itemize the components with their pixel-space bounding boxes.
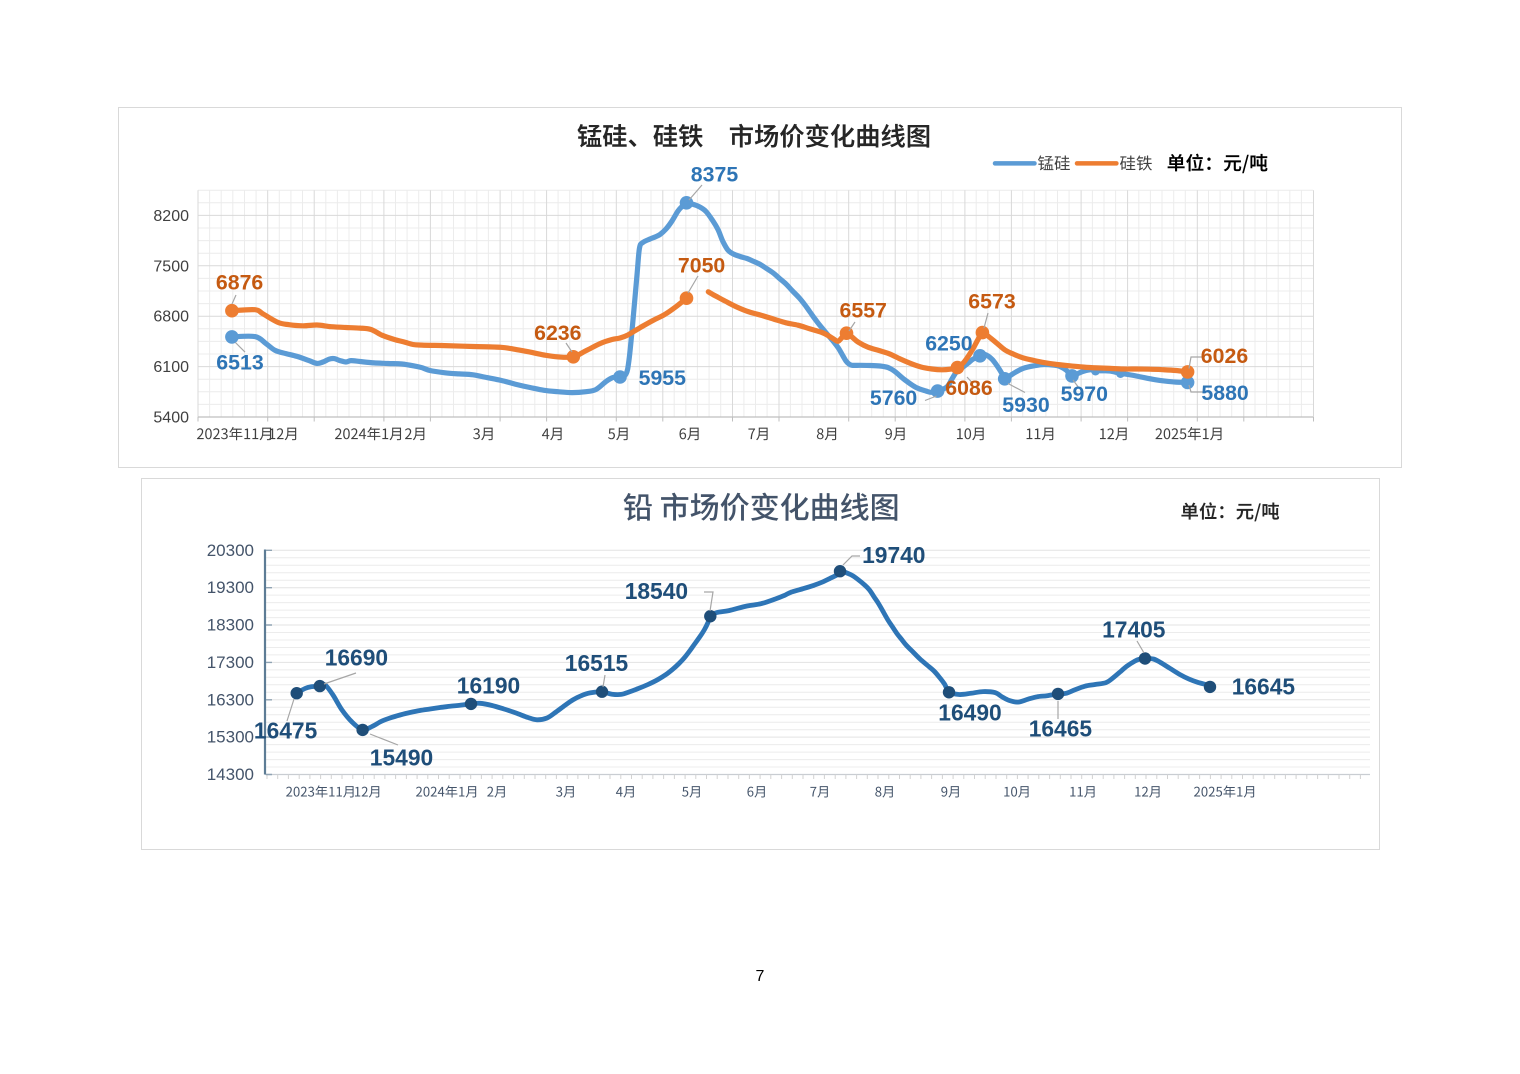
svg-text:16515: 16515 — [565, 650, 629, 676]
svg-text:19740: 19740 — [862, 542, 925, 568]
svg-text:8375: 8375 — [691, 163, 739, 187]
svg-text:6250: 6250 — [925, 332, 972, 356]
svg-text:15300: 15300 — [207, 728, 254, 747]
svg-text:14300: 14300 — [207, 765, 254, 784]
svg-text:6800: 6800 — [153, 309, 189, 326]
svg-text:8200: 8200 — [153, 208, 189, 225]
svg-text:16690: 16690 — [325, 645, 388, 671]
svg-text:16465: 16465 — [1029, 716, 1093, 742]
svg-text:18540: 18540 — [625, 578, 688, 604]
svg-text:17405: 17405 — [1102, 617, 1166, 643]
svg-text:6026: 6026 — [1201, 344, 1249, 368]
svg-text:17300: 17300 — [207, 653, 254, 672]
svg-text:16475: 16475 — [254, 718, 318, 744]
svg-text:6876: 6876 — [216, 271, 264, 295]
svg-text:16490: 16490 — [938, 700, 1001, 726]
svg-text:18300: 18300 — [207, 616, 254, 635]
svg-text:6557: 6557 — [840, 299, 887, 323]
svg-text:6086: 6086 — [945, 376, 993, 400]
svg-text:5930: 5930 — [1002, 393, 1049, 417]
svg-text:5400: 5400 — [153, 410, 189, 427]
svg-text:7050: 7050 — [678, 254, 725, 278]
svg-text:20300: 20300 — [207, 541, 254, 560]
svg-text:5955: 5955 — [639, 366, 687, 390]
svg-text:16645: 16645 — [1232, 674, 1296, 700]
svg-text:16300: 16300 — [207, 690, 254, 709]
svg-text:5970: 5970 — [1061, 382, 1108, 406]
svg-text:6236: 6236 — [534, 321, 582, 345]
svg-text:5760: 5760 — [870, 386, 917, 410]
svg-text:6573: 6573 — [968, 289, 1016, 313]
svg-text:6513: 6513 — [216, 351, 264, 375]
svg-text:19300: 19300 — [207, 578, 254, 597]
svg-text:5880: 5880 — [1201, 381, 1248, 405]
svg-text:15490: 15490 — [370, 745, 433, 771]
svg-text:7500: 7500 — [153, 258, 189, 275]
svg-text:16190: 16190 — [457, 673, 520, 699]
svg-text:6100: 6100 — [153, 359, 189, 376]
